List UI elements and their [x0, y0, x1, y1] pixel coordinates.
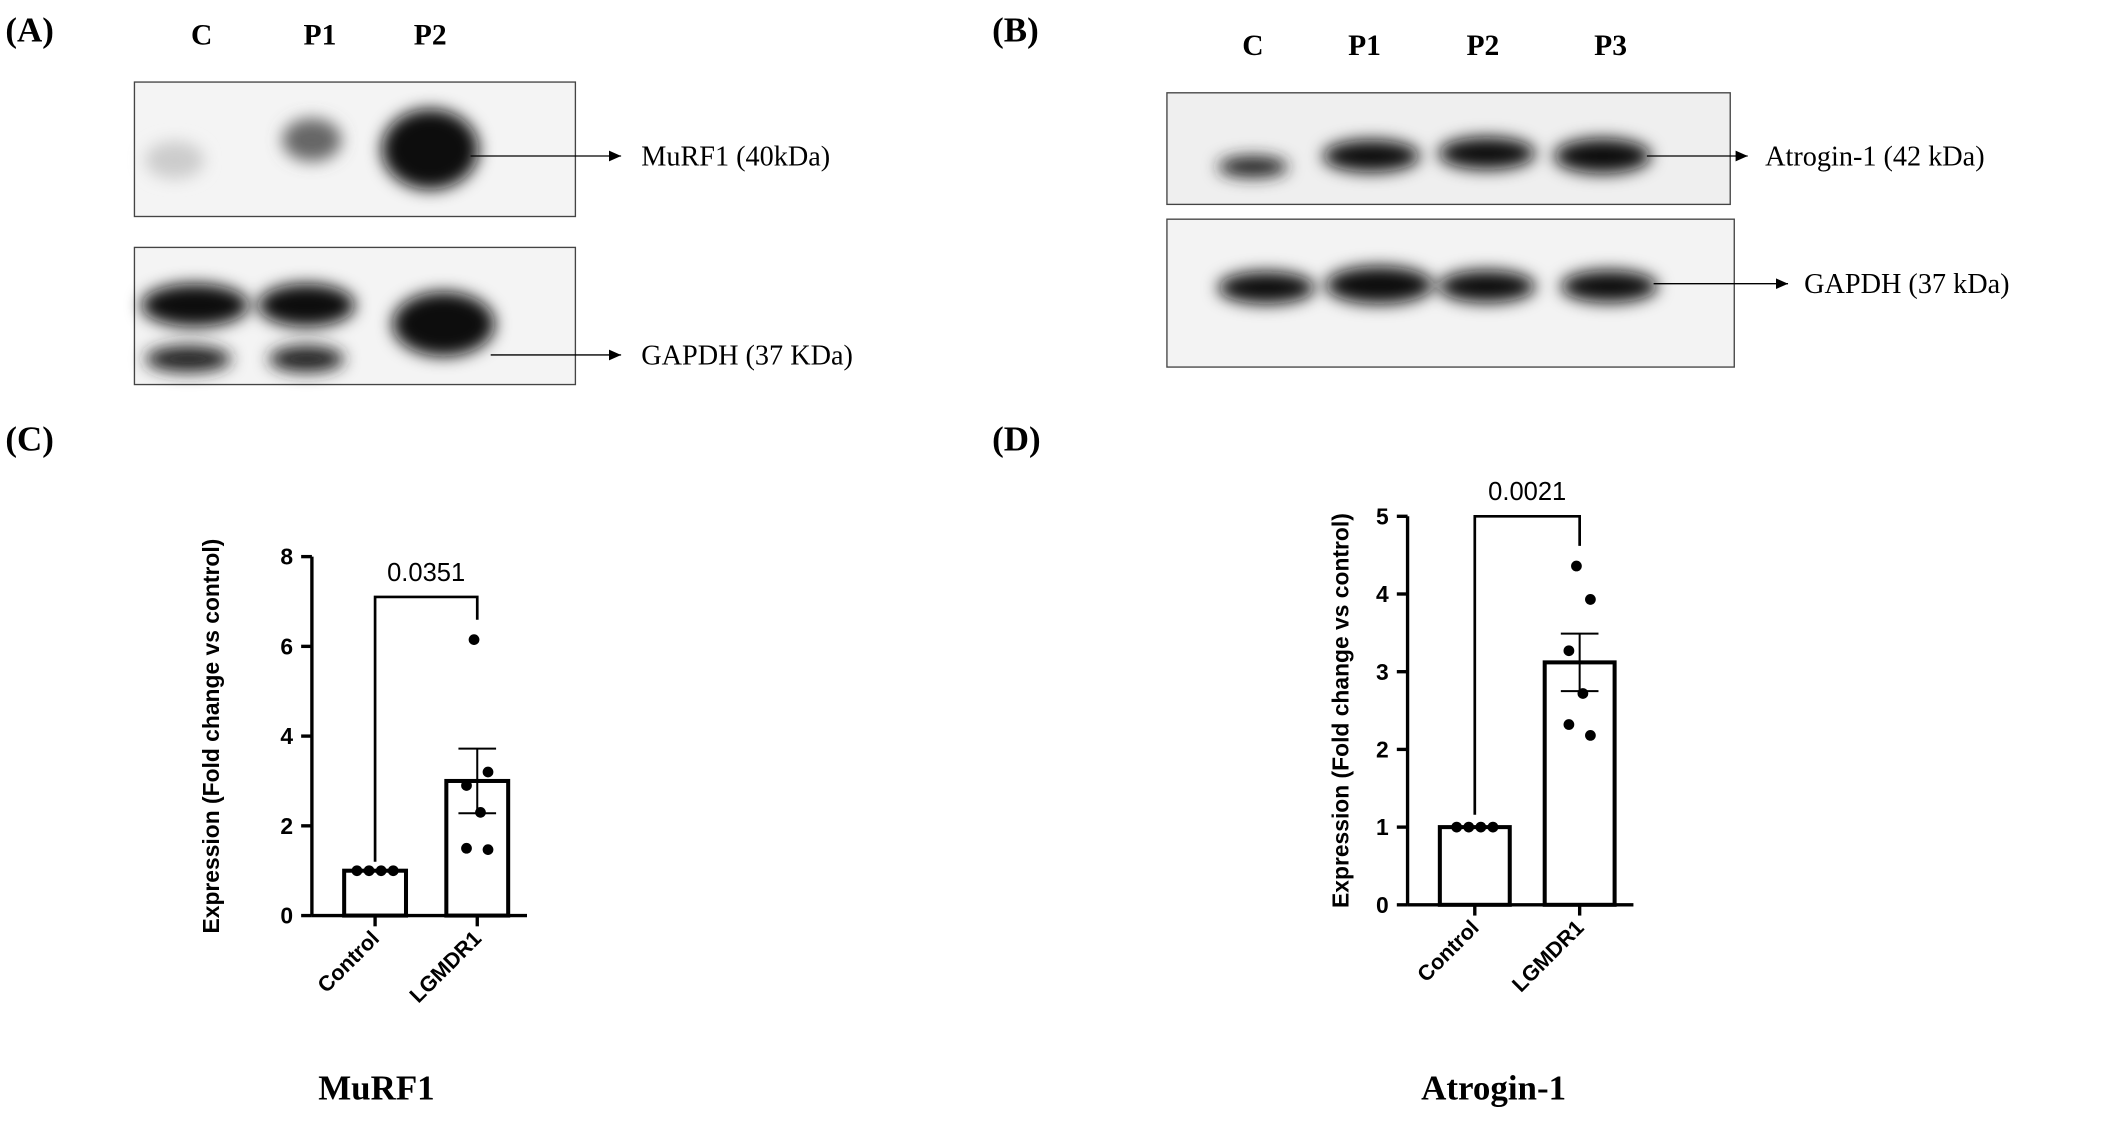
lane-label: P3	[1594, 30, 1627, 62]
y-tick-label: 0	[1376, 892, 1389, 918]
lane-label: P2	[1466, 30, 1499, 62]
data-point	[1563, 645, 1575, 657]
bar	[1542, 660, 1617, 907]
data-point	[1463, 821, 1475, 833]
y-tick-label: 2	[280, 813, 293, 839]
significance-bracket	[373, 595, 479, 862]
x-tick-label: LGMDR1	[1507, 916, 1588, 997]
x-tick-label: Control	[313, 926, 384, 997]
lane-label: C	[191, 19, 212, 51]
band-label: MuRF1 (40kDa)	[641, 141, 830, 172]
y-axis-label: Expression (Fold change vs control)	[198, 539, 224, 934]
annotation: 0.0351	[387, 559, 465, 587]
panel-label: (C)	[5, 419, 54, 458]
significance-bracket	[1473, 514, 1581, 815]
y-tick-label: 6	[280, 633, 293, 659]
data-point	[1451, 821, 1463, 833]
panel-label: (A)	[5, 11, 54, 50]
y-tick-label: 8	[280, 544, 293, 570]
x-tick-label: LGMDR1	[405, 926, 486, 1007]
data-point	[1563, 719, 1575, 730]
data-point	[351, 865, 363, 877]
data-point	[363, 865, 375, 877]
x-tick-label: Control	[1413, 916, 1484, 987]
data-point	[482, 766, 494, 778]
bar	[342, 868, 409, 918]
data-point	[461, 780, 472, 791]
y-tick-label: 5	[1376, 503, 1389, 529]
panel-label: (D)	[992, 419, 1041, 458]
y-tick-label: 0	[280, 903, 293, 929]
bar	[1437, 825, 1512, 907]
y-tick-label: 2	[1376, 736, 1389, 762]
y-tick-label: 4	[1376, 581, 1389, 607]
data-point	[1585, 730, 1596, 741]
chart-title: MuRF1	[318, 1069, 434, 1108]
y-tick-label: 4	[280, 723, 293, 749]
data-point	[1475, 821, 1487, 833]
blot	[133, 81, 577, 386]
blot	[1166, 92, 1735, 368]
band-label: GAPDH (37 kDa)	[1804, 269, 2009, 300]
data-point	[1487, 821, 1499, 833]
data-point	[482, 844, 494, 855]
data-point	[1577, 688, 1589, 699]
y-tick-label: 3	[1376, 659, 1389, 685]
data-point	[1585, 594, 1596, 605]
lane-label: P1	[1348, 30, 1381, 62]
lane-label: C	[1242, 30, 1263, 62]
annotation: 0.0021	[1488, 478, 1566, 506]
y-axis-label: Expression (Fold change vs control)	[1327, 513, 1353, 908]
panel-label: (B)	[992, 11, 1039, 50]
band-label: Atrogin-1 (42 kDa)	[1765, 141, 1984, 172]
data-point	[475, 806, 486, 818]
chart-title: Atrogin-1	[1421, 1069, 1566, 1108]
data-point	[461, 842, 472, 854]
lane-label: P2	[414, 19, 447, 51]
data-point	[387, 865, 399, 877]
data-point	[468, 634, 480, 646]
data-point	[375, 865, 387, 877]
y-tick-label: 1	[1376, 814, 1389, 840]
lane-label: P1	[304, 19, 337, 51]
data-point	[1571, 560, 1582, 572]
band-label: GAPDH (37 KDa)	[641, 340, 853, 371]
